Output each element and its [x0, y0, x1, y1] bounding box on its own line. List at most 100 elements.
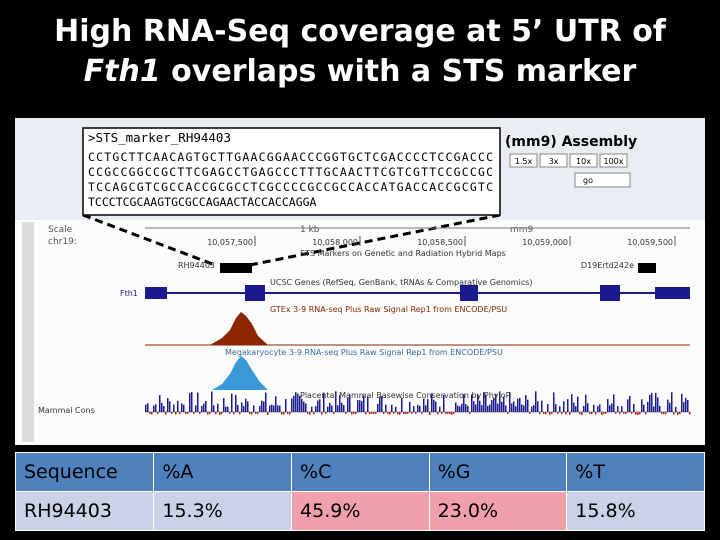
conservation-bar: [275, 396, 277, 412]
conservation-bar: [367, 396, 369, 412]
header-cell: %G: [428, 452, 568, 492]
header-cell: %A: [153, 452, 293, 492]
conservation-bar: [185, 412, 187, 415]
conservation-bar: [461, 403, 463, 412]
positions: 10,057,500 10,058,000 10,058,500 10,059,000…: [207, 236, 676, 247]
conservation-bar: [459, 406, 461, 412]
conservation-bar: [379, 396, 381, 412]
conservation-bar: [297, 393, 299, 412]
conservation-bar: [533, 405, 535, 412]
zoom-button[interactable]: [539, 153, 568, 168]
zoom-label[interactable]: 1.5x: [515, 157, 533, 166]
conservation-bar: [377, 403, 379, 412]
conservation-bar: [445, 412, 447, 414]
go-label[interactable]: go: [583, 176, 593, 185]
conservation-bar: [469, 412, 471, 414]
track-label: STS Markers on Genetic and Radiation Hyb…: [300, 249, 506, 258]
conservation-bar: [633, 403, 635, 412]
conservation-bar: [153, 405, 155, 412]
conservation-bar: [645, 412, 647, 415]
conservation-bar: [427, 399, 429, 412]
zoom-label[interactable]: 10x: [576, 157, 591, 166]
exon: [655, 287, 690, 299]
zoom-line: [82, 213, 216, 267]
conservation-bar: [215, 412, 217, 415]
conservation-bar: [573, 402, 575, 412]
cell: 15.3%: [153, 491, 293, 531]
conservation-bar: [269, 405, 271, 412]
conservation-bar: [167, 398, 169, 412]
conservation-bar: [311, 406, 313, 412]
conservation-bar: [401, 397, 403, 412]
conservation-bar: [497, 403, 499, 412]
conservation-bar: [203, 403, 205, 412]
conservation-bar: [653, 406, 655, 412]
conservation-bar: [201, 405, 203, 412]
header-cell: %T: [566, 452, 705, 492]
conservation-bar: [155, 404, 157, 412]
conservation-bar: [687, 399, 689, 412]
go-button[interactable]: [574, 172, 631, 188]
conservation-bar: [299, 395, 301, 412]
conservation-bar: [607, 399, 609, 412]
conservation-bar: [189, 393, 191, 412]
conservation-bar: [575, 406, 577, 412]
conservation-bar: [223, 398, 225, 412]
conservation-bar: [157, 412, 159, 414]
conservation-bar: [525, 394, 527, 412]
conservation-bar: [537, 401, 539, 412]
conservation-bar: [447, 412, 449, 414]
conservation-bar: [431, 393, 433, 412]
conservation-bar: [243, 406, 245, 412]
conservation-bar: [399, 412, 401, 415]
conservation-bar: [569, 412, 571, 415]
conservation-bar: [211, 391, 213, 412]
conservation-bar: [605, 412, 607, 414]
position-label: 10,057,500: [207, 238, 253, 247]
conservation-bar: [501, 401, 503, 412]
conservation-bar: [287, 412, 289, 414]
conservation-bar: [197, 392, 199, 412]
side-label: Mammal Cons: [38, 406, 95, 415]
conservation-bar: [319, 399, 321, 412]
title-line: Fth1 overlaps with a STS marker: [0, 52, 720, 92]
conservation-bar: [281, 412, 283, 415]
sequence-line: TCCAGCGTCGCCACCGCGCCTCGCCCCGCCGCCACCATGA…: [88, 180, 493, 194]
conservation-bar: [271, 404, 273, 412]
zoom-button[interactable]: [599, 153, 628, 168]
conservation-bar: [527, 399, 529, 412]
conservation-bar: [669, 402, 671, 412]
coverage-peak: [212, 356, 268, 390]
conservation-bar: [483, 392, 485, 412]
zoom-label[interactable]: 100x: [603, 157, 623, 166]
conservation-bar: [277, 405, 279, 412]
conservation-bar: [661, 412, 663, 414]
conservation-bar: [237, 405, 239, 412]
coverage-peak: [210, 312, 268, 345]
zoom-button[interactable]: [569, 153, 598, 168]
conservation-bar: [251, 412, 253, 415]
conservation-bar: [193, 412, 195, 414]
conservation-bar: [383, 412, 385, 415]
conservation-bar: [481, 405, 483, 412]
conservation-bar: [329, 402, 331, 412]
conservation-bar: [629, 395, 631, 412]
conservation-bar: [239, 412, 241, 415]
conservation-bar: [333, 412, 335, 414]
conservation-bar: [315, 406, 317, 412]
conservation-bar: [465, 403, 467, 412]
conservation-bar: [683, 402, 685, 412]
conservation-bar: [663, 412, 665, 415]
zoom-button[interactable]: [509, 153, 538, 168]
conservation-bar: [507, 412, 509, 414]
conservation-bar: [241, 402, 243, 412]
conservation-bar: [475, 404, 477, 412]
conservation-bar: [667, 399, 669, 412]
zoom-label[interactable]: 3x: [549, 157, 559, 166]
conservation-bar: [679, 412, 681, 415]
track-label: Placental Mammal Basewise Conservation b…: [300, 391, 511, 400]
conservation-bar: [655, 392, 657, 412]
conservation-bar: [639, 412, 641, 415]
conservation-bar: [591, 412, 593, 415]
conservation-bar: [309, 412, 311, 415]
